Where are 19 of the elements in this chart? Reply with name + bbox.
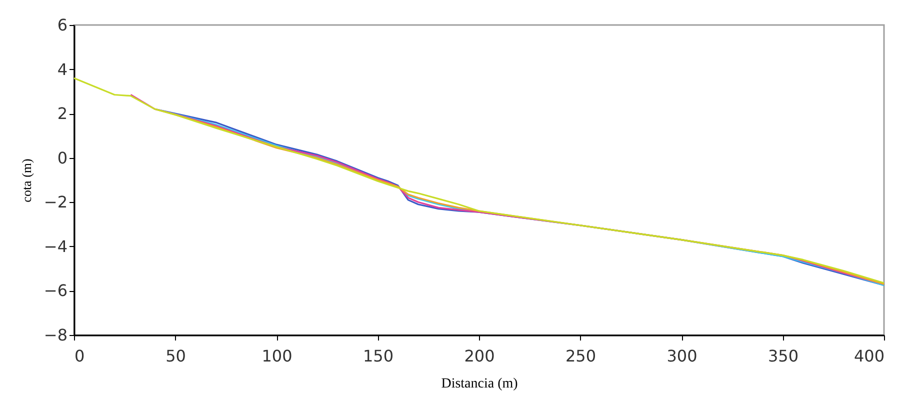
y-tick-label: 4 <box>57 60 68 79</box>
x-tick-label: 150 <box>362 346 394 366</box>
y-tick-label: 6 <box>57 16 68 34</box>
x-tick-label: 100 <box>262 346 292 366</box>
x-tick-label: 400 <box>854 346 884 366</box>
x-axis-title: Distancia (m) <box>441 376 518 392</box>
x-tick-label: 200 <box>464 346 495 366</box>
y-tick-label: −2 <box>44 192 68 212</box>
y-tick-label: 2 <box>57 104 68 124</box>
y-axis-title: cota (m) <box>18 158 34 202</box>
x-tick-label: 250 <box>565 346 596 366</box>
y-tick-label: −4 <box>44 236 68 256</box>
y-tick-label: 0 <box>57 148 68 168</box>
y-tick-label: −6 <box>44 281 68 300</box>
y-tick-label: −8 <box>44 326 68 344</box>
x-tick-label: 350 <box>768 346 799 366</box>
x-tick-label: 50 <box>166 346 186 366</box>
x-tick-label: 0 <box>74 346 85 366</box>
x-tick-label: 300 <box>666 346 698 366</box>
